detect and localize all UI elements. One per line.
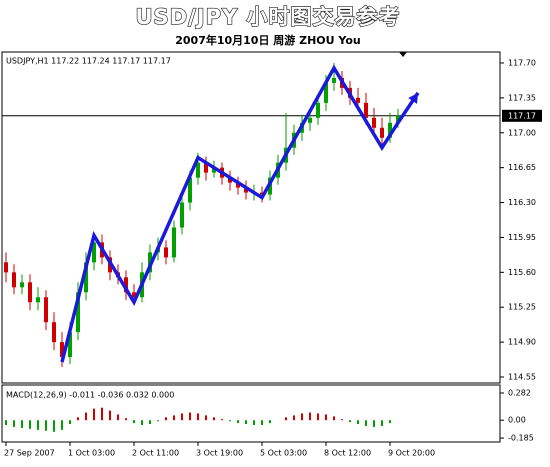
candle-body — [180, 202, 184, 228]
candle-body — [68, 332, 72, 358]
macd-header: MACD(12,26,9) -0.011 -0.036 0.032 0.000 — [6, 391, 174, 400]
candle-body — [132, 292, 136, 298]
candle-body — [212, 167, 216, 173]
candle-body — [204, 162, 208, 173]
x-tick-label: 1 Oct 03:00 — [68, 449, 115, 458]
last-price-label: 117.17 — [508, 111, 536, 120]
candle-body — [324, 82, 328, 103]
candle-body — [372, 117, 376, 128]
candle-body — [236, 182, 240, 188]
candle-body — [84, 262, 88, 293]
trend-arrowhead — [408, 92, 418, 104]
candle-body — [60, 342, 64, 358]
candle-body — [388, 122, 392, 138]
candle-body — [92, 242, 96, 263]
candle-body — [316, 102, 320, 118]
candle-body — [44, 297, 48, 323]
candle-body — [308, 117, 312, 123]
y-tick-label: 117.70 — [508, 58, 536, 67]
y-tick-label: 115.25 — [508, 303, 536, 312]
x-tick-label: 27 Sep 2007 — [4, 449, 55, 458]
y-tick-label: 114.55 — [508, 373, 536, 382]
last-price-box — [502, 109, 542, 122]
main-header: USDJPY,H1 117.22 117.24 117.17 117.17 — [6, 57, 171, 66]
y-tick-label: 115.95 — [508, 233, 536, 242]
candle-body — [244, 187, 248, 193]
candle-body — [260, 192, 264, 195]
x-tick-label: 8 Oct 12:00 — [324, 449, 371, 458]
y-tick-label: 117.00 — [508, 128, 536, 137]
x-tick-label: 2 Oct 11:00 — [132, 449, 179, 458]
y-tick-label: 116.65 — [508, 163, 536, 172]
candle-body — [36, 297, 40, 303]
candle-body — [4, 262, 8, 273]
candle-body — [196, 162, 200, 178]
candle-body — [380, 127, 384, 138]
candle-body — [228, 177, 232, 183]
trend-line — [60, 64, 420, 363]
candle-body — [28, 282, 32, 303]
candle-body — [52, 322, 56, 343]
shift-marker — [399, 52, 407, 57]
main-panel — [1, 51, 501, 384]
y-tick-label: 116.30 — [508, 198, 536, 207]
candle-body — [396, 115, 400, 123]
y-tick-label: 115.60 — [508, 268, 536, 277]
x-tick-label: 5 Oct 03:00 — [260, 449, 307, 458]
candle-body — [124, 277, 128, 293]
chart-subtitle: 2007年10月10日 周游 ZHOU You — [175, 33, 361, 47]
candle-body — [20, 282, 24, 288]
y-tick-label: -0.185 — [508, 434, 534, 443]
chart-title: USD/JPY 小时图交易参考 — [136, 5, 401, 29]
y-tick-label: 0.00 — [508, 416, 526, 425]
candle-body — [164, 247, 168, 258]
candle-body — [12, 272, 16, 288]
y-tick-label: 0.282 — [508, 389, 531, 398]
candle-body — [188, 177, 192, 203]
y-tick-label: 114.90 — [508, 338, 536, 347]
candle-body — [356, 97, 360, 103]
y-tick-label: 117.35 — [508, 93, 536, 102]
candle-body — [172, 227, 176, 258]
candle-body — [332, 77, 336, 83]
candle-body — [364, 102, 368, 118]
x-tick-label: 3 Oct 19:00 — [196, 449, 243, 458]
x-tick-label: 9 Oct 20:00 — [388, 449, 435, 458]
candle-body — [76, 292, 80, 333]
